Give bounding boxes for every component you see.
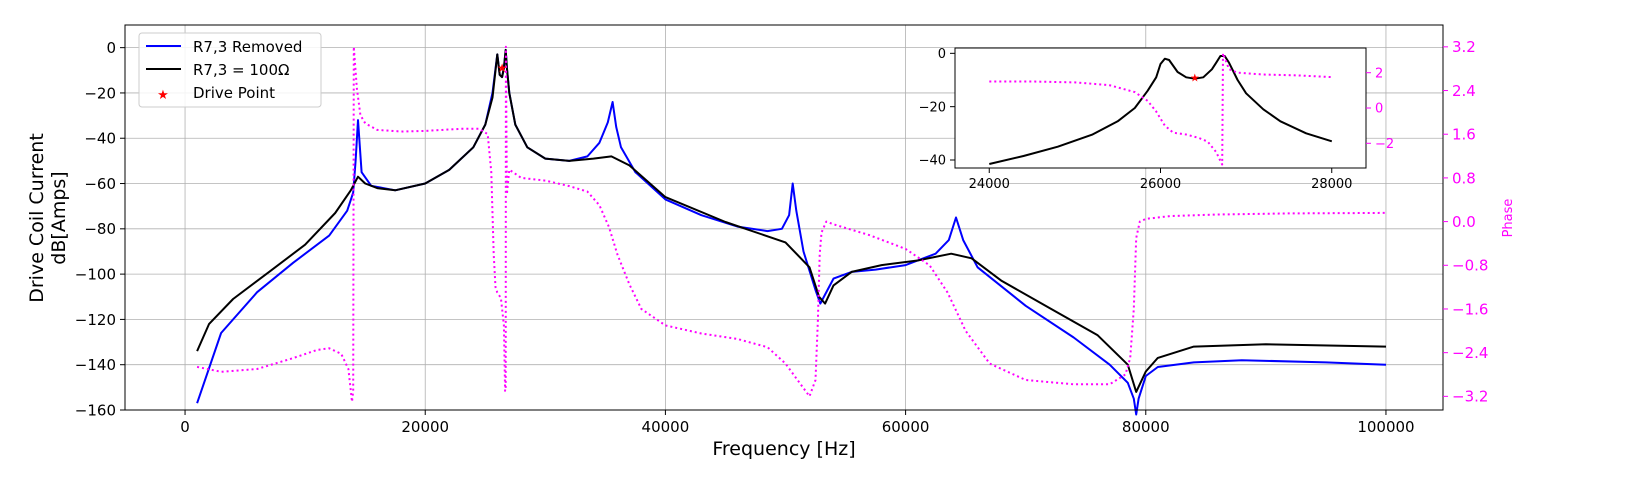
r100-series-line [989,55,1333,165]
inset-series-layer: ★ [989,52,1333,166]
y2-tick-label: 3.2 [1452,38,1476,56]
legend-label-removed: R7,3 Removed [193,38,302,56]
y2-tick-label: −0.8 [1452,257,1488,275]
y-tick-label: −80 [84,220,116,238]
y2-tick-label: −1.6 [1452,300,1488,318]
y-tick-label: −20 [84,84,116,102]
main-y-axis: 0 −20 −40 −60 −80 −100 −120 −140 −160 [75,39,125,419]
y2-axis-label: Phase [1501,199,1516,238]
y-tick-label: −60 [84,175,116,193]
y-tick-label: 0 [938,47,946,62]
legend-marker-drive-point: ★ [157,88,169,103]
y2-tick-label: 0.0 [1452,213,1476,231]
main-plot-frame [124,24,1444,411]
y-tick-label: −40 [84,130,116,148]
inset-chart: ★ 24000 26000 28000 0 −20 −40 2 0 −2 [919,47,1395,192]
y2-tick-label: −3.2 [1452,388,1488,406]
x-tick-label: 26000 [1140,177,1181,192]
y2-tick-label: 1.6 [1452,126,1476,144]
y-tick-label: −120 [75,311,116,329]
y-tick-label: −140 [75,356,116,374]
inset-y-axis: 0 −20 −40 [919,47,955,169]
x-axis-label: Frequency [Hz] [712,438,855,460]
y-axis-label-line2: dB[Amps] [48,171,70,264]
y-tick-label: −40 [919,154,946,169]
main-y2-axis: 3.2 2.4 1.6 0.8 0.0 −0.8 −1.6 −2.4 −3.2 [1443,38,1488,406]
y-tick-label: −20 [919,100,946,115]
inset-y2-axis: 2 0 −2 [1366,66,1394,152]
legend-label-100ohm: R7,3 = 100Ω [193,61,289,79]
legend-box [138,32,322,108]
y-axis-label-line1: Drive Coil Current [26,133,48,303]
y2-tick-label: −2 [1375,137,1394,152]
main-x-axis: 0 20000 40000 60000 80000 100000 [180,410,1415,436]
legend: R7,3 Removed R7,3 = 100Ω ★ Drive Point [138,32,322,108]
x-tick-label: 28000 [1311,177,1352,192]
x-tick-label: 0 [180,418,190,436]
y-tick-label: −100 [75,266,116,284]
r100-series-line [196,48,1387,393]
x-tick-label: 100000 [1357,418,1414,436]
x-tick-label: 20000 [401,418,449,436]
y2-tick-label: 0.8 [1452,169,1476,187]
legend-label-drive-point: Drive Point [193,84,275,102]
y2-tick-label: −2.4 [1452,344,1488,362]
inset-x-axis: 24000 26000 28000 [969,168,1352,192]
x-tick-label: 60000 [882,418,930,436]
drive-point-marker: ★ [1190,71,1200,84]
y2-tick-label: 0 [1375,102,1383,117]
y-tick-label: −160 [75,401,116,419]
x-tick-label: 40000 [642,418,690,436]
y-tick-label: 0 [106,39,116,57]
drive-point-marker: ★ [497,61,508,75]
x-tick-label: 24000 [969,177,1010,192]
y2-tick-label: 2.4 [1452,82,1476,100]
x-tick-label: 80000 [1122,418,1170,436]
y2-tick-label: 2 [1375,66,1383,81]
inset-plot-frame [954,47,1367,169]
main-series-layer: ★ [196,45,1387,416]
